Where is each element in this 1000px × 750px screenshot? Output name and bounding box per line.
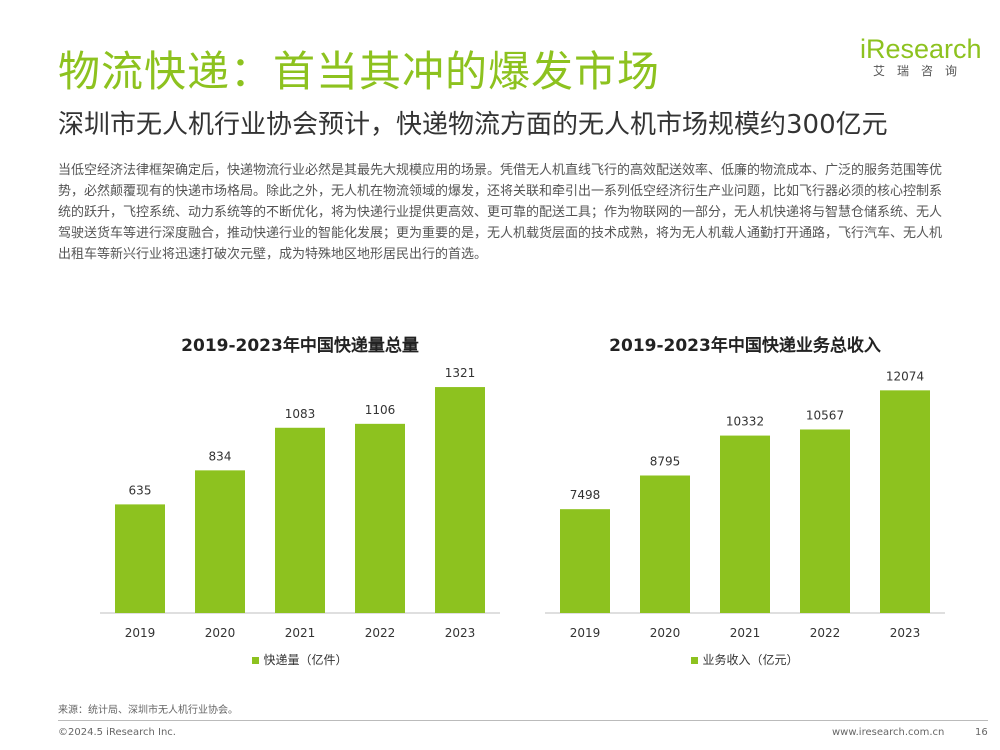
bar bbox=[560, 509, 610, 613]
source-note: 来源：统计局、深圳市无人机行业协会。 bbox=[58, 705, 238, 716]
bar bbox=[435, 387, 485, 613]
iresearch-logo: iResearch 艾瑞咨询 bbox=[860, 34, 982, 78]
bar bbox=[275, 427, 325, 613]
legend-label: 业务收入（亿元） bbox=[702, 653, 799, 667]
x-tick-label: 2022 bbox=[365, 626, 396, 640]
bar bbox=[115, 504, 165, 613]
data-label: 7498 bbox=[570, 488, 601, 502]
legend-swatch bbox=[691, 657, 699, 664]
x-tick-label: 2021 bbox=[730, 626, 761, 640]
x-tick-label: 2023 bbox=[445, 626, 476, 640]
page-title: 物流快递：首当其冲的爆发市场 bbox=[58, 47, 661, 96]
bar bbox=[880, 390, 930, 613]
copyright: ©2024.5 iResearch Inc. bbox=[58, 727, 176, 738]
chart-express-volume: 2019-2023年中国快递量总量 635 2019 834 2020 1083 2021… bbox=[90, 325, 510, 675]
x-tick-label: 2019 bbox=[125, 626, 156, 640]
x-tick-label: 2022 bbox=[810, 626, 841, 640]
data-label: 12074 bbox=[886, 369, 924, 383]
bar bbox=[195, 470, 245, 613]
logo-wordmark: iResearch bbox=[860, 34, 982, 64]
chart-express-revenue: 2019-2023年中国快递业务总收入 7498 2019 8795 2020 1033… bbox=[535, 325, 955, 675]
legend-swatch bbox=[252, 657, 260, 664]
body-paragraph: 当低空经济法律框架确定后，快递物流行业必然是其最先大规模应用的场景。凭借无人机直… bbox=[58, 163, 943, 262]
x-tick-label: 2019 bbox=[570, 626, 601, 640]
bar bbox=[640, 475, 690, 613]
bar bbox=[800, 429, 850, 613]
website-link[interactable]: www.iresearch.com.cn bbox=[832, 727, 945, 738]
data-label: 635 bbox=[129, 483, 152, 497]
page-number: 16 bbox=[975, 727, 988, 738]
data-label: 1321 bbox=[445, 366, 476, 380]
data-label: 10332 bbox=[726, 415, 764, 429]
x-tick-label: 2020 bbox=[650, 626, 681, 640]
x-tick-label: 2023 bbox=[890, 626, 921, 640]
data-label: 10567 bbox=[806, 408, 844, 422]
logo-subtitle: 艾瑞咨询 bbox=[872, 64, 969, 78]
data-label: 1106 bbox=[365, 403, 396, 417]
bar bbox=[720, 435, 770, 613]
x-tick-label: 2020 bbox=[205, 626, 236, 640]
data-label: 1083 bbox=[285, 407, 316, 421]
footer-divider bbox=[58, 720, 988, 721]
bar-chart-svg: 7498 2019 8795 2020 10332 2021 10567 2022 12074 2… bbox=[545, 369, 945, 640]
chart-legend: 业务收入（亿元） bbox=[535, 651, 955, 668]
page-subtitle: 深圳市无人机行业协会预计，快递物流方面的无人机市场规模约300亿元 bbox=[58, 110, 888, 140]
bar-chart-svg: 635 2019 834 2020 1083 2021 1106 2022 1321 2023 bbox=[100, 366, 500, 640]
chart-legend: 快递量（亿件） bbox=[90, 651, 510, 668]
chart-title: 2019-2023年中国快递量总量 bbox=[181, 336, 419, 356]
data-label: 8795 bbox=[650, 454, 681, 468]
x-tick-label: 2021 bbox=[285, 626, 316, 640]
bar bbox=[355, 423, 405, 613]
data-label: 834 bbox=[209, 449, 232, 463]
chart-title: 2019-2023年中国快递业务总收入 bbox=[609, 336, 881, 356]
legend-label: 快递量（亿件） bbox=[263, 653, 348, 667]
